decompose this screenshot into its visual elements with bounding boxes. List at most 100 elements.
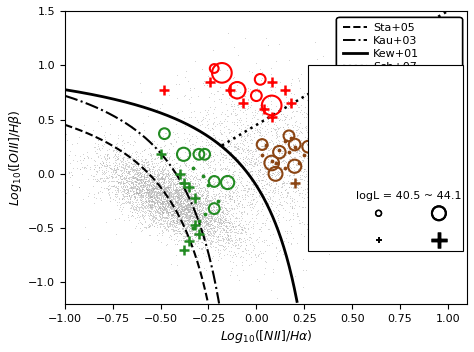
Point [325,115,333,121]
Point [358,163,365,169]
Point [172,203,179,208]
Point [195,209,203,215]
Point [218,219,225,225]
Point [318,186,325,192]
Point [152,205,159,210]
Point [133,197,141,203]
Point [123,163,131,169]
Point [189,211,197,216]
Point [244,147,251,153]
Point [161,192,168,198]
Point [264,129,272,134]
Point [157,195,164,200]
Point [121,175,128,181]
Point [248,95,256,101]
Point [133,159,140,165]
Point [125,172,133,177]
Point [114,180,122,186]
Point [160,214,168,220]
Point [229,225,237,230]
Point [162,209,170,215]
Point [155,148,163,153]
Point [255,193,263,198]
Point [261,265,269,271]
Point [286,193,294,199]
Point [116,173,124,178]
Point [229,223,237,229]
Point [223,234,231,240]
Point [199,230,206,235]
Point [241,226,248,231]
Point [169,191,177,196]
Point [103,152,110,158]
Point [146,224,154,229]
Point [147,199,155,204]
Point [164,172,172,178]
Point [145,202,152,208]
Point [319,162,327,168]
Point [150,214,158,220]
Point [166,205,173,210]
Point [186,137,194,142]
Point [238,211,246,217]
Point [225,208,233,214]
Point [118,195,126,200]
Point [138,227,146,233]
Point [215,225,223,231]
Point [189,219,196,225]
Point [168,212,175,218]
Point [175,186,183,192]
Point [232,262,239,268]
Point [169,206,176,212]
Point [118,156,126,161]
Point [119,184,127,190]
Point [238,248,246,254]
Point [274,115,282,121]
Point [321,157,328,162]
Point [176,199,183,205]
Point [191,231,198,237]
Point [309,160,316,165]
Point [177,202,185,208]
Point [180,180,187,186]
Point [192,210,200,216]
Point [279,180,286,186]
Point [264,162,272,168]
Point [138,187,146,192]
Point [139,184,147,190]
Point [156,220,164,225]
Point [167,219,174,224]
Point [228,239,236,244]
Point [303,142,311,147]
Point [343,145,350,151]
Point [176,193,184,199]
Point [152,185,160,191]
Point [189,226,197,231]
Point [186,228,194,233]
Point [184,190,191,196]
Point [144,170,151,175]
Point [186,176,194,182]
Point [263,151,271,157]
Point [166,171,174,177]
Point [252,182,259,188]
Point [234,172,242,177]
Point [180,199,187,205]
Point [232,229,239,234]
Point [158,175,165,181]
Point [195,181,202,186]
Point [171,208,178,214]
Point [121,164,129,170]
Point [219,151,227,157]
Point [189,220,196,226]
Point [208,244,215,250]
Point [348,133,356,139]
Point [202,199,210,204]
Point [187,109,194,115]
Point [157,182,164,188]
Point [68,182,75,188]
Point [150,218,157,224]
Point [192,150,200,155]
Point [253,180,261,185]
Point [105,174,112,180]
